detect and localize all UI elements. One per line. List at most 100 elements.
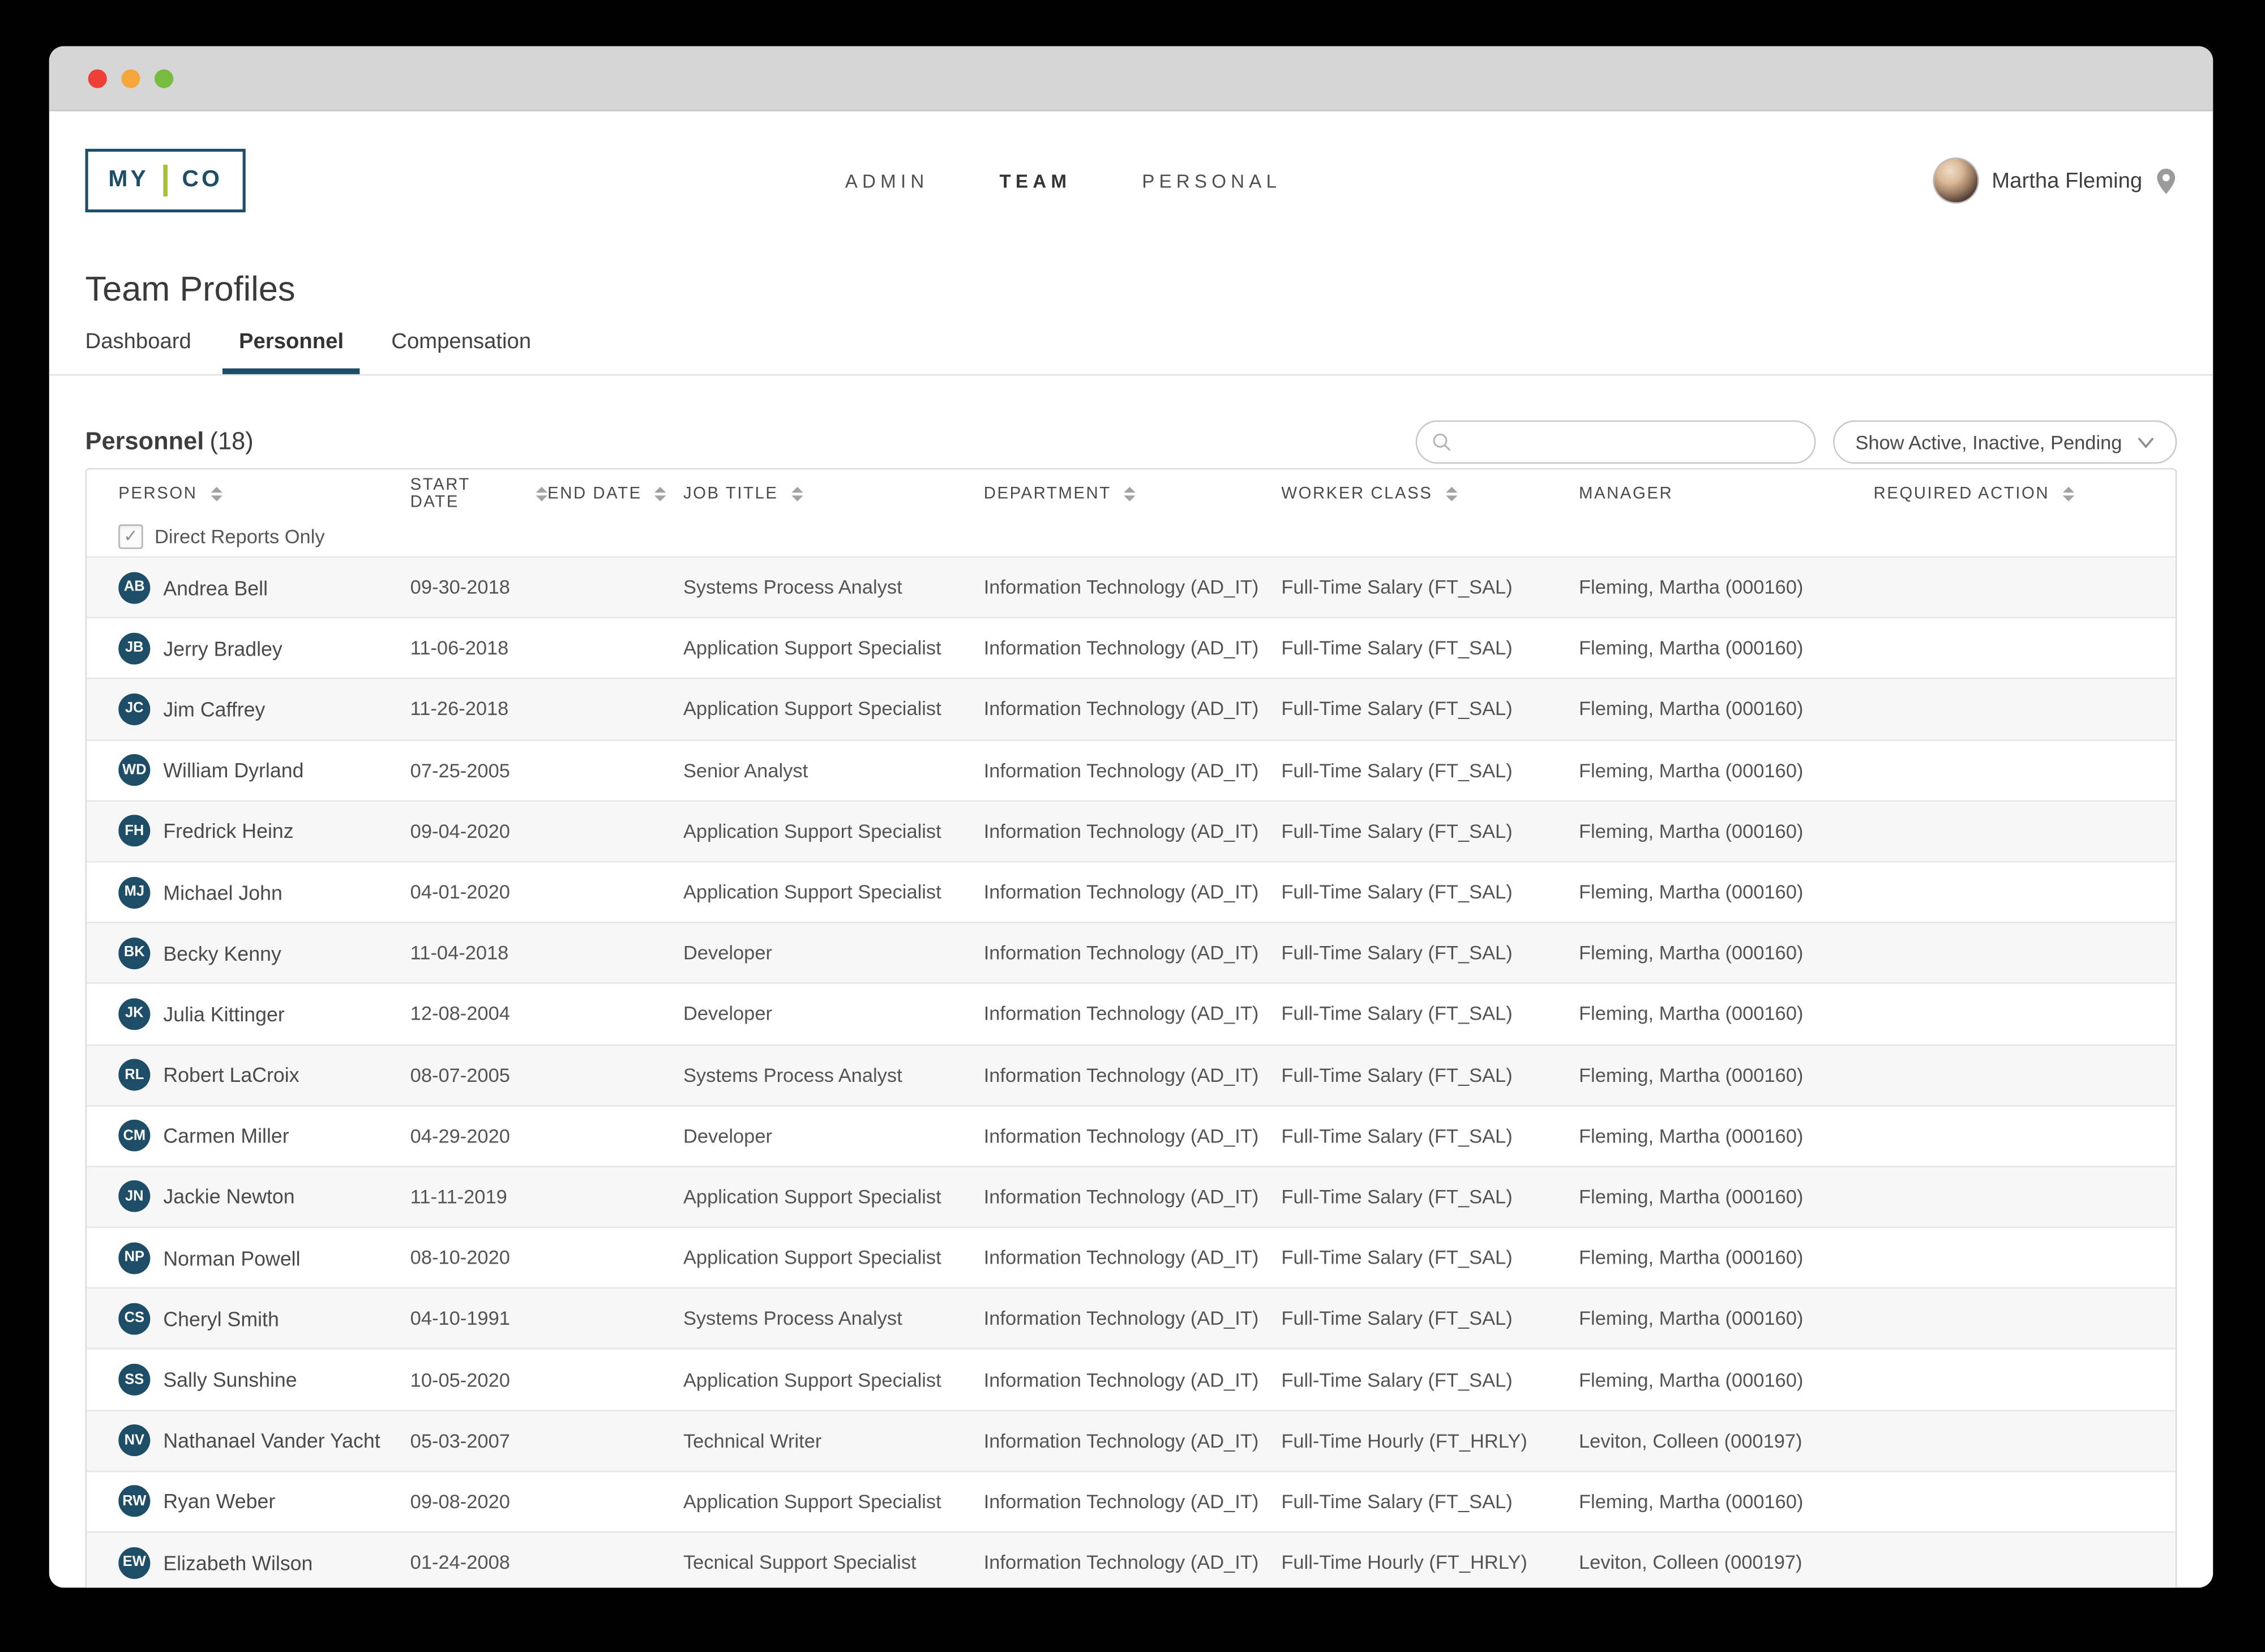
start-date-cell: 05-03-2007 <box>410 1430 510 1452</box>
section-title: Personnel <box>85 427 204 455</box>
job-title-cell: Systems Process Analyst <box>683 576 902 598</box>
sort-icon[interactable] <box>1445 486 1457 501</box>
close-window-button[interactable] <box>88 69 107 88</box>
manager-cell: Fleming, Martha (000160) <box>1579 1491 1804 1513</box>
person-cell[interactable]: RL Robert LaCroix <box>118 1059 410 1091</box>
table-row[interactable]: AB Andrea Bell 09-30-2018 Systems Process A… <box>87 556 2176 618</box>
column-header-required-action[interactable]: REQUIRED ACTION <box>1874 485 2176 502</box>
worker-class-cell: Full-Time Salary (FT_SAL) <box>1281 759 1513 781</box>
table-row[interactable]: JB Jerry Bradley 11-06-2018 Application Sup… <box>87 617 2176 678</box>
table-row[interactable]: NP Norman Powell 08-10-2020 Application Sup… <box>87 1226 2176 1288</box>
person-cell[interactable]: MJ Michael John <box>118 876 410 908</box>
person-cell[interactable]: FH Fredrick Heinz <box>118 815 410 848</box>
tab-personnel[interactable]: Personnel <box>223 329 359 374</box>
column-header-person[interactable]: PERSON <box>118 485 410 502</box>
person-cell[interactable]: AB Andrea Bell <box>118 571 410 604</box>
column-header-department[interactable]: DEPARTMENT <box>984 485 1282 502</box>
table-row[interactable]: RW Ryan Weber 09-08-2020 Application Suppor… <box>87 1470 2176 1531</box>
column-header-job-title[interactable]: JOB TITLE <box>683 485 984 502</box>
person-cell[interactable]: JN Jackie Newton <box>118 1180 410 1213</box>
job-title-cell: Application Support Specialist <box>683 881 941 903</box>
worker-class-cell: Full-Time Salary (FT_SAL) <box>1281 942 1513 964</box>
search-input[interactable] <box>1462 430 1801 455</box>
person-avatar: SS <box>118 1363 151 1396</box>
table-row[interactable]: BK Becky Kenny 11-04-2018 Developer Informat… <box>87 922 2176 983</box>
nav-item-team[interactable]: TEAM <box>999 169 1072 192</box>
person-cell[interactable]: JB Jerry Bradley <box>118 632 410 665</box>
start-date-cell: 10-05-2020 <box>410 1368 510 1391</box>
table-row[interactable]: SS Sally Sunshine 10-05-2020 Application Su… <box>87 1348 2176 1410</box>
job-title-cell: Application Support Specialist <box>683 1247 941 1269</box>
sort-up-icon <box>536 486 548 492</box>
table-row[interactable]: JK Julia Kittinger 12-08-2004 Developer Info… <box>87 982 2176 1044</box>
table-row[interactable]: WD William Dyrland 07-25-2005 Senior Analys… <box>87 739 2176 800</box>
sort-down-icon <box>791 494 803 501</box>
worker-class-cell: Full-Time Salary (FT_SAL) <box>1281 820 1513 842</box>
table-row[interactable]: FH Fredrick Heinz 09-04-2020 Application Su… <box>87 800 2176 861</box>
person-cell[interactable]: WD William Dyrland <box>118 754 410 786</box>
person-cell[interactable]: CS Cheryl Smith <box>118 1303 410 1335</box>
person-name: Nathanael Vander Yacht <box>163 1429 380 1453</box>
direct-reports-only-checkbox[interactable]: ✓ Direct Reports Only <box>118 524 325 549</box>
person-avatar: RL <box>118 1059 151 1091</box>
person-cell[interactable]: NP Norman Powell <box>118 1242 410 1274</box>
table-row[interactable]: RL Robert LaCroix 08-07-2005 Systems Proces… <box>87 1043 2176 1105</box>
worker-class-cell: Full-Time Hourly (FT_HRLY) <box>1281 1430 1527 1452</box>
column-header-start-date[interactable]: START DATE <box>410 476 548 511</box>
manager-cell: Fleming, Martha (000160) <box>1579 881 1804 903</box>
table-row[interactable]: MJ Michael John 04-01-2020 Application Supp… <box>87 861 2176 922</box>
person-cell[interactable]: EW Elizabeth Wilson <box>118 1546 410 1578</box>
person-avatar: WD <box>118 754 151 786</box>
company-logo[interactable]: MY CO <box>85 148 246 213</box>
sort-icon[interactable] <box>2062 486 2074 501</box>
sort-icon[interactable] <box>210 486 222 501</box>
person-cell[interactable]: SS Sally Sunshine <box>118 1363 410 1396</box>
table-row[interactable]: EW Elizabeth Wilson 01-24-2008 Tecnical Sup… <box>87 1531 2176 1588</box>
minimize-window-button[interactable] <box>121 69 140 88</box>
person-cell[interactable]: RW Ryan Weber <box>118 1486 410 1518</box>
job-title-cell: Developer <box>683 942 773 964</box>
person-cell[interactable]: JC Jim Caffrey <box>118 693 410 725</box>
person-name: Jackie Newton <box>163 1185 295 1209</box>
app-window: MY CO ADMIN TEAM PERSONAL Martha Fleming T… <box>49 46 2213 1588</box>
manager-cell: Fleming, Martha (000160) <box>1579 576 1804 598</box>
job-title-cell: Systems Process Analyst <box>683 1064 902 1086</box>
tab-compensation[interactable]: Compensation <box>391 329 532 354</box>
zoom-window-button[interactable] <box>155 69 174 88</box>
column-header-worker-class[interactable]: WORKER CLASS <box>1281 485 1579 502</box>
sort-icon[interactable] <box>654 486 667 501</box>
person-name: Elizabeth Wilson <box>163 1551 313 1574</box>
department-cell: Information Technology (AD_IT) <box>983 759 1259 781</box>
table-row[interactable]: JC Jim Caffrey 11-26-2018 Application Suppo… <box>87 678 2176 739</box>
user-menu[interactable]: Martha Fleming <box>1932 157 2177 204</box>
person-cell[interactable]: JK Julia Kittinger <box>118 998 410 1030</box>
person-name: Carmen Miller <box>163 1124 289 1148</box>
table-row[interactable]: CM Carmen Miller 04-29-2020 Developer Inform… <box>87 1105 2176 1166</box>
person-avatar: CS <box>118 1303 151 1335</box>
table-row[interactable]: NV Nathanael Vander Yacht 05-03-2007 Techni… <box>87 1409 2176 1471</box>
sort-icon[interactable] <box>1124 486 1136 501</box>
status-filter-dropdown[interactable]: Show Active, Inactive, Pending <box>1834 420 2177 464</box>
sort-icon[interactable] <box>791 486 803 501</box>
table-row[interactable]: CS Cheryl Smith 04-10-1991 Systems Process … <box>87 1287 2176 1349</box>
manager-cell: Leviton, Colleen (000197) <box>1579 1551 1802 1574</box>
nav-item-admin[interactable]: ADMIN <box>845 169 929 192</box>
search-box[interactable] <box>1416 420 1817 464</box>
start-date-cell: 09-08-2020 <box>410 1491 510 1513</box>
sort-icon[interactable] <box>536 486 548 501</box>
person-cell[interactable]: NV Nathanael Vander Yacht <box>118 1424 410 1457</box>
person-avatar: JC <box>118 693 151 725</box>
person-cell[interactable]: BK Becky Kenny <box>118 937 410 969</box>
table-row[interactable]: JN Jackie Newton 11-11-2019 Application Sup… <box>87 1165 2176 1227</box>
tab-dashboard[interactable]: Dashboard <box>85 329 191 354</box>
personnel-table: PERSON START DATE END DATE JOB TITLE DEPARTM… <box>85 468 2177 1588</box>
column-label: REQUIRED ACTION <box>1873 485 2050 502</box>
person-name: Fredrick Heinz <box>163 819 294 843</box>
person-cell[interactable]: CM Carmen Miller <box>118 1120 410 1152</box>
table-filter-row: ✓ Direct Reports Only <box>87 517 2176 557</box>
column-header-manager[interactable]: MANAGER <box>1579 485 1874 502</box>
person-avatar: JN <box>118 1180 151 1213</box>
column-label: WORKER CLASS <box>1281 485 1433 502</box>
column-header-end-date[interactable]: END DATE <box>547 485 683 502</box>
nav-item-personal[interactable]: PERSONAL <box>1142 169 1282 192</box>
